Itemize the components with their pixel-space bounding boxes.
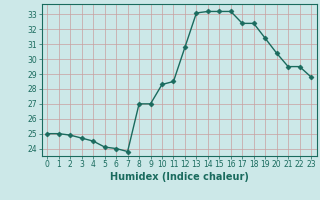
X-axis label: Humidex (Indice chaleur): Humidex (Indice chaleur) xyxy=(110,172,249,182)
